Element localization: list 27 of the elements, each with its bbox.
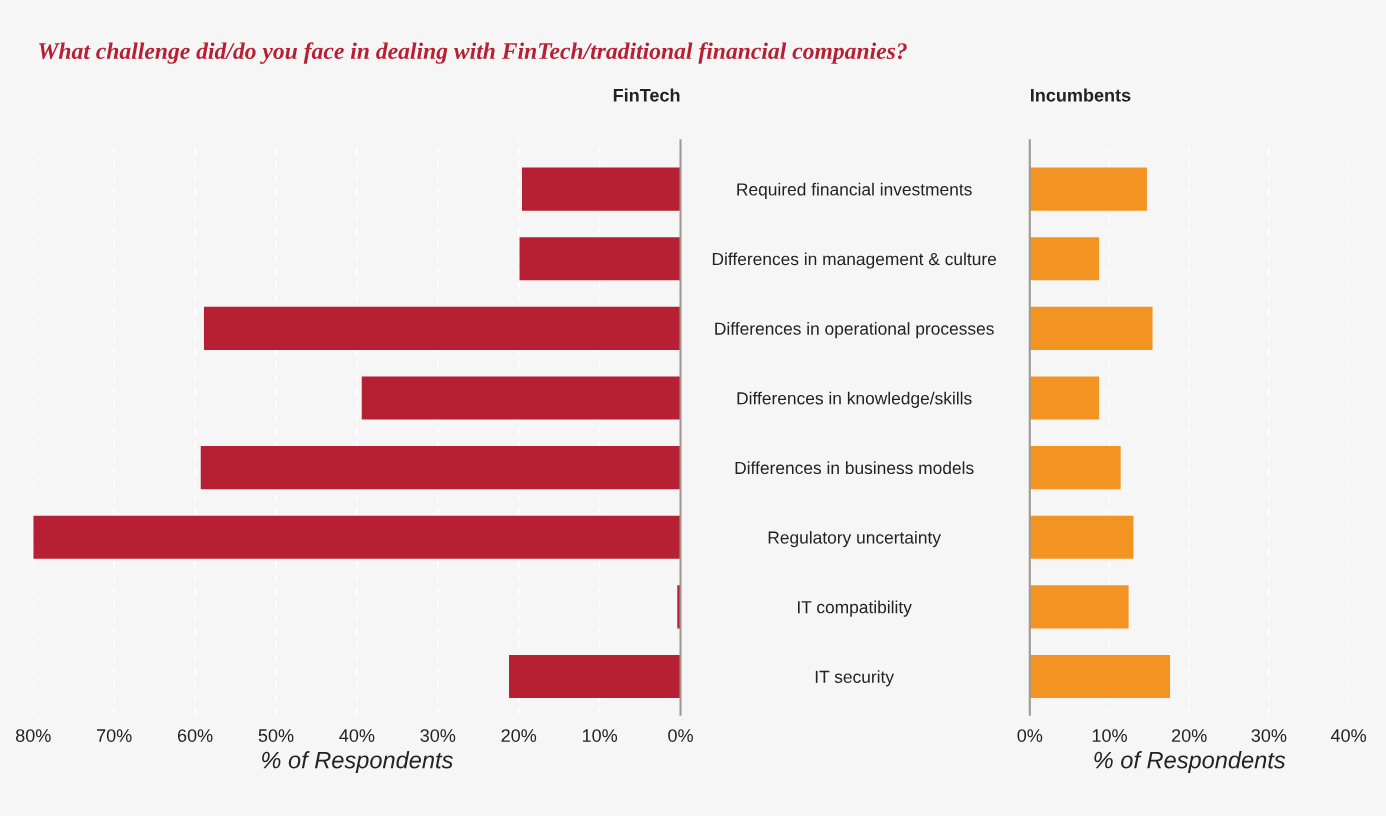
x-tick-label: 10% <box>1092 729 1127 742</box>
x-axis-title: % of Respondents <box>1094 751 1286 774</box>
x-tick-label: 30% <box>1251 729 1287 742</box>
x-tick-label: 60% <box>177 729 213 742</box>
x-axis-title: % of Respondents <box>262 751 453 774</box>
x-tick-label: 40% <box>339 729 375 742</box>
y-tick-label: Required financial investments <box>737 182 972 199</box>
y-tick-label: Differences in operational processes <box>715 322 994 339</box>
y-tick-label: IT compatibility <box>798 600 912 617</box>
x-tick-label: 50% <box>258 729 294 742</box>
x-tick-label: 20% <box>1172 729 1207 742</box>
x-tick-label: 80% <box>15 729 51 742</box>
y-tick-label: Differences in knowledge/skills <box>737 391 972 408</box>
y-tick-label: IT security <box>815 670 894 687</box>
chart-title: Incumbents <box>1031 88 1131 102</box>
x-tick-label: 10% <box>582 729 618 742</box>
x-tick-label: 0% <box>668 729 693 742</box>
chart-subtitle: FinTech <box>613 88 680 102</box>
x-tick-label: 40% <box>1330 729 1367 742</box>
x-tick-label: 20% <box>501 729 537 742</box>
y-tick-label: Regulatory uncertainty <box>768 530 941 548</box>
x-tick-label: 30% <box>420 729 456 742</box>
x-tick-label: 70% <box>97 729 132 742</box>
y-tick-label: Differences in management & culture <box>712 252 997 269</box>
chart-title: What challenge did/do you face in dealing with FinTech/traditional financial companies? <box>39 42 907 64</box>
y-tick-label: Differences in business models <box>735 461 974 475</box>
x-tick-label: 0% <box>1017 729 1043 742</box>
